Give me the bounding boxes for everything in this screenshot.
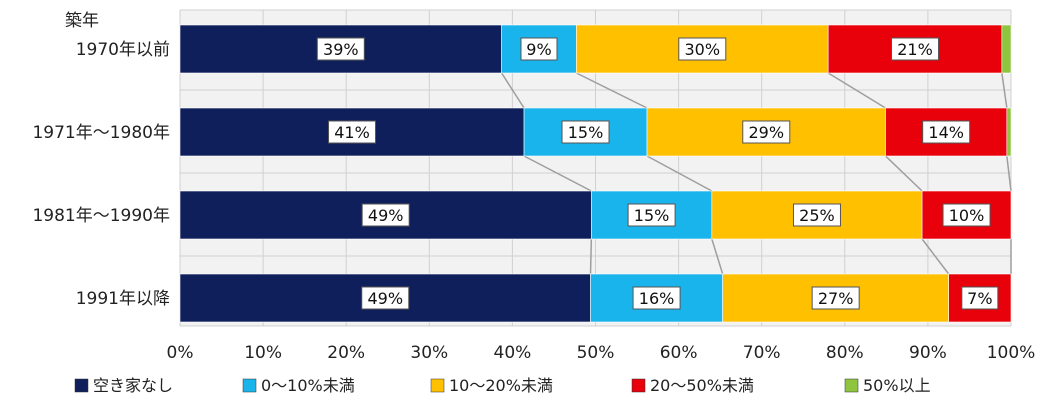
series-connector-line [589, 238, 593, 275]
data-label-box [361, 203, 410, 227]
legend-swatch [242, 378, 257, 393]
legend: 空き家なし 0～10%未満 10～20%未満 20～50%未満 50%以上 [74, 376, 931, 395]
connector-lines [500, 72, 1012, 275]
data-label: 15% [634, 206, 670, 225]
x-tick-label: 70% [743, 343, 781, 363]
legend-swatch [631, 378, 646, 393]
data-label: 29% [748, 123, 784, 142]
x-tick-label: 10% [244, 343, 282, 363]
x-tick-label: 50% [577, 343, 615, 363]
data-label: 27% [818, 289, 854, 308]
data-label-box [742, 120, 791, 144]
data-label: 21% [897, 40, 933, 59]
data-label-box [361, 286, 410, 310]
series-connector-line [523, 155, 592, 192]
series-connector-line [921, 238, 950, 275]
legend-label: 20～50%未満 [650, 376, 754, 395]
series-connector-line [576, 72, 648, 109]
data-label: 15% [568, 123, 604, 142]
data-label: 14% [928, 123, 964, 142]
x-tick-label: 60% [660, 343, 698, 363]
bar-segment [1001, 24, 1012, 74]
y-tick-label: 1970年以前 [76, 40, 170, 60]
data-label-box [961, 286, 999, 310]
data-label: 30% [685, 40, 721, 59]
legend-swatch [844, 378, 859, 393]
x-tick-labels: 0% 10% 20% 30% 40% 50% 60% 70% 80% 90% 100% [167, 343, 1036, 363]
series-connector-line [711, 238, 724, 275]
x-tick-label: 40% [494, 343, 532, 363]
data-label: 25% [799, 206, 835, 225]
legend-swatch [74, 378, 89, 393]
data-label: 41% [334, 123, 370, 142]
data-labels: 39% 9% 30% 21% 41% 15% 29% 14% 49% 15% 25% 10% 49% 16… [316, 37, 999, 310]
data-label: 7% [967, 289, 992, 308]
x-tick-label: 0% [167, 343, 194, 363]
data-label-box [316, 37, 365, 61]
data-label: 10% [949, 206, 985, 225]
y-tick-labels: 1970年以前 1971年～1980年 1981年～1990年 1991年以降 [32, 40, 170, 309]
data-label-box [632, 286, 681, 310]
legend-label: 50%以上 [863, 376, 931, 395]
legend-label: 10～20%未満 [449, 376, 553, 395]
data-label: 9% [526, 40, 551, 59]
y-tick-label: 1991年以降 [76, 289, 170, 309]
legend-label: 0～10%未満 [261, 376, 355, 395]
data-label-box [942, 203, 991, 227]
data-label: 39% [323, 40, 359, 59]
legend-label: 空き家なし [93, 376, 173, 395]
series-connector-line [646, 155, 713, 192]
x-tick-label: 20% [327, 343, 365, 363]
x-tick-label: 30% [410, 343, 448, 363]
data-label-box [922, 120, 971, 144]
data-label: 49% [368, 206, 404, 225]
y-tick-label: 1981年～1990年 [32, 206, 170, 226]
x-tick-label: 100% [987, 343, 1036, 363]
data-label-box [561, 120, 610, 144]
series-connector-line [885, 155, 923, 192]
data-label-box [627, 203, 676, 227]
y-tick-label: 1971年～1980年 [32, 123, 170, 143]
data-label-box [328, 120, 377, 144]
data-label-box [891, 37, 940, 61]
legend-swatch [430, 378, 445, 393]
data-label-box [811, 286, 860, 310]
data-label: 16% [639, 289, 675, 308]
x-tick-label: 90% [909, 343, 947, 363]
series-connector-line [500, 72, 525, 109]
x-tick-label: 80% [826, 343, 864, 363]
series-connector-line [827, 72, 886, 109]
data-label-box [678, 37, 727, 61]
data-label: 49% [367, 289, 403, 308]
data-label-box [792, 203, 841, 227]
series-connector-line [1001, 72, 1008, 109]
data-label-box [520, 37, 558, 61]
bar-segment [1006, 107, 1012, 157]
series-connector-line [1006, 155, 1012, 192]
y-axis-title: 築年 [65, 11, 99, 31]
